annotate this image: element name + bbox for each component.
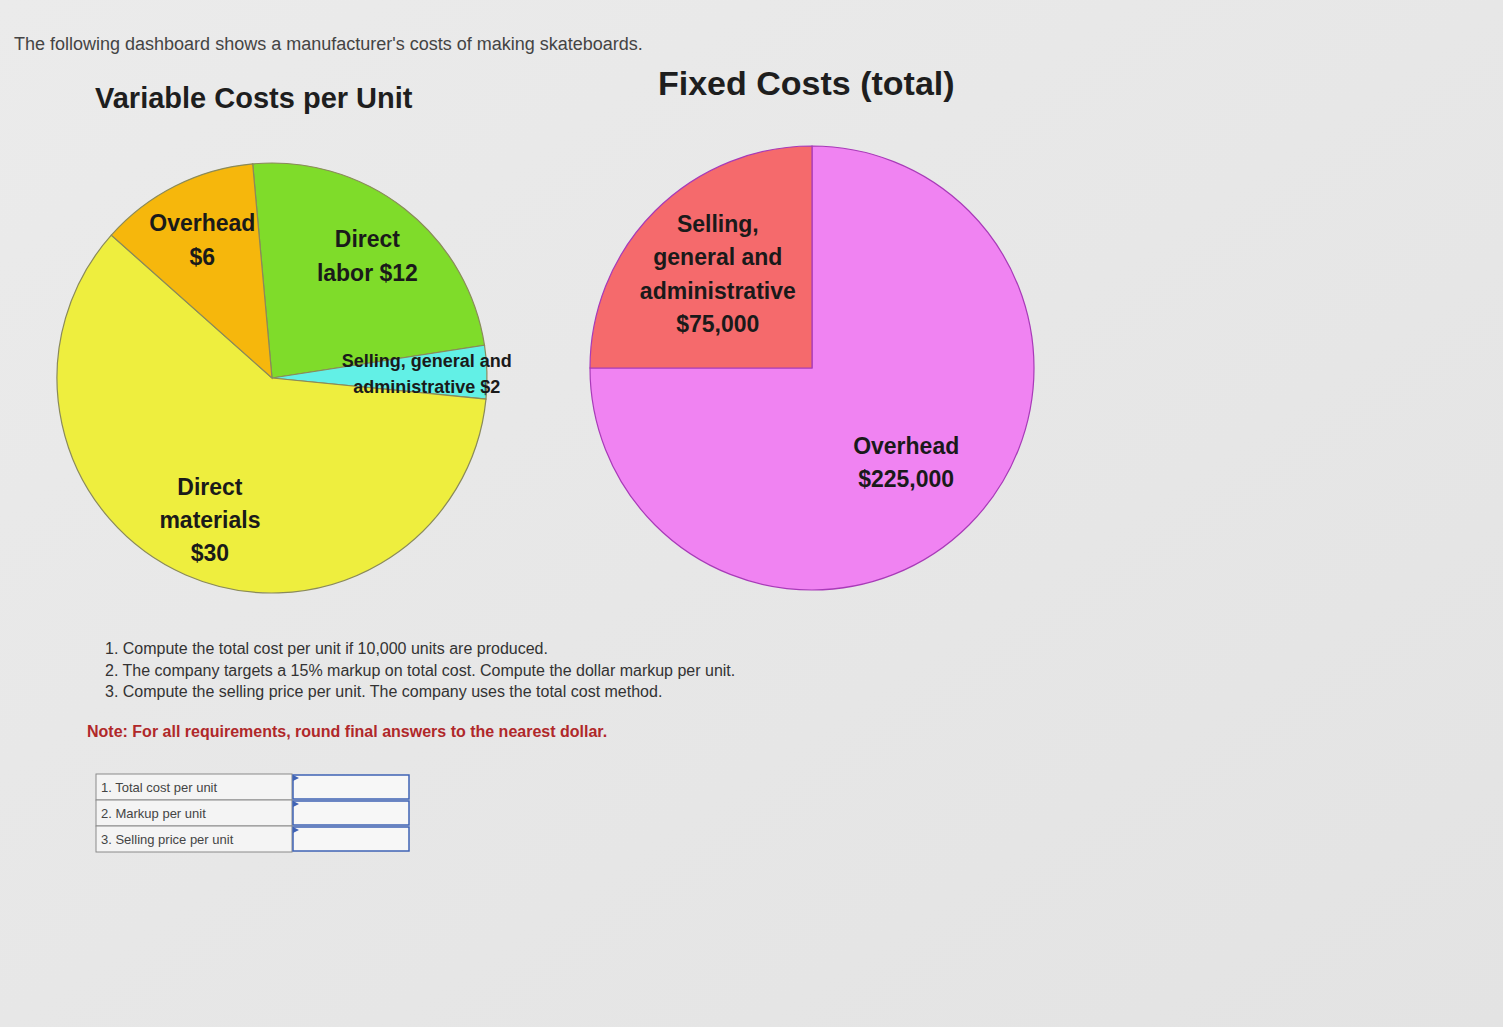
slice-label: Direct materials $30: [159, 474, 260, 567]
label-line: labor $12: [317, 260, 418, 286]
answer-table: 1. Total cost per unit 2. Markup per unit…: [96, 774, 409, 852]
label-line: Direct: [177, 474, 243, 500]
input-marker: [293, 801, 299, 807]
label-line: Selling,: [677, 211, 759, 237]
pie-chart: Direct labor $12 Selling, general and admin…: [57, 163, 512, 593]
row-label: 1. Total cost per unit: [101, 780, 217, 795]
note: Note: For all requirements, round final …: [87, 723, 607, 740]
label-part: $2: [475, 377, 500, 397]
slice-label: Overhead $225,000: [853, 433, 959, 492]
slice-label: Selling, general and administrative $75,000: [640, 211, 796, 337]
chart-title: Fixed Costs (total): [658, 64, 955, 102]
label-part: $12: [373, 260, 418, 286]
label-part: $6: [190, 243, 216, 269]
label-part: labor: [317, 260, 373, 286]
label-part: Selling, general and: [342, 351, 512, 371]
slice-label: Direct labor $12: [317, 226, 418, 285]
label-line: $6: [190, 243, 216, 269]
label-line: Overhead: [853, 433, 959, 459]
answer-input[interactable]: [293, 775, 409, 799]
chart-title: Variable Costs per Unit: [95, 82, 413, 114]
label-part: Overhead: [853, 433, 959, 459]
label-part: $30: [191, 540, 229, 566]
slice-label: Selling, general and administrative $2: [342, 351, 512, 397]
header-text: The following dashboard shows a manufact…: [14, 34, 643, 54]
question: 3. Compute the selling price per unit. T…: [105, 683, 662, 700]
row-label: 3. Selling price per unit: [101, 832, 234, 847]
label-part: Selling,: [677, 211, 759, 237]
input-marker: [293, 775, 299, 781]
question: 1. Compute the total cost per unit if 10…: [105, 640, 548, 657]
slice-label: Overhead $6: [149, 210, 255, 269]
pie-chart: Overhead $225,000 Selling, general and admin…: [590, 146, 1034, 590]
label-part: general and: [653, 244, 782, 270]
answer-input[interactable]: [293, 827, 409, 851]
answer-input[interactable]: [293, 801, 409, 825]
label-line: $225,000: [858, 466, 954, 492]
label-line: Selling, general and: [342, 351, 512, 371]
question: 2. The company targets a 15% markup on t…: [105, 662, 735, 679]
label-line: administrative: [640, 278, 796, 304]
pie-slice: [590, 146, 1034, 590]
label-part: Overhead: [149, 210, 255, 236]
label-part: $75,000: [676, 311, 759, 337]
pie-slice: [111, 164, 272, 378]
page: The following dashboard shows a manufact…: [0, 0, 1503, 1027]
pie-slice: [253, 163, 485, 378]
label-line: administrative $2: [353, 377, 500, 397]
table-cell: [96, 800, 292, 826]
slices: [57, 163, 487, 593]
label-part: administrative: [353, 377, 475, 397]
label-line: Overhead: [149, 210, 255, 236]
slices: [590, 146, 1034, 590]
input-marker: [293, 827, 299, 833]
label-line: Direct: [335, 226, 401, 252]
background: [0, 0, 1503, 1027]
label-part: Direct: [335, 226, 401, 252]
label-part: $225,000: [858, 466, 954, 492]
label-part: Direct: [177, 474, 243, 500]
label-line: general and: [653, 244, 782, 270]
label-part: materials: [159, 507, 260, 533]
label-line: $30: [191, 540, 229, 566]
table-cell: [96, 774, 292, 800]
label-line: $75,000: [676, 311, 759, 337]
table-cell: [96, 826, 292, 852]
label-line: materials: [159, 507, 260, 533]
pie-slice: [590, 146, 812, 368]
pie-slice: [57, 235, 486, 593]
row-label: 2. Markup per unit: [101, 806, 206, 821]
label-part: administrative: [640, 278, 796, 304]
